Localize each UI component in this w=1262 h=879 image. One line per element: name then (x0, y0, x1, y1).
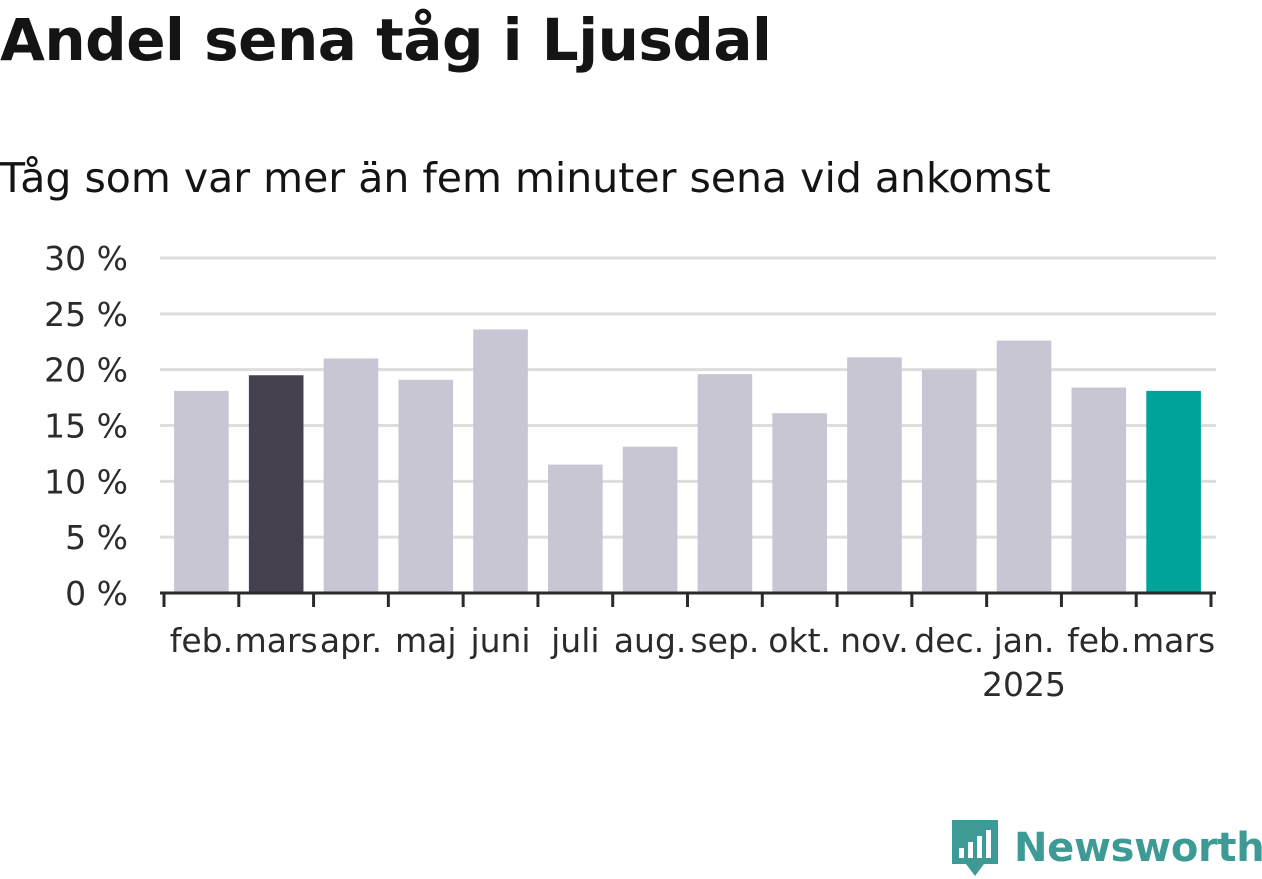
x-tick-label: aug. (614, 621, 687, 660)
bar-mars (1146, 390, 1201, 593)
x-tick-label: okt. (768, 621, 831, 660)
bar-okt (772, 413, 827, 593)
bars (174, 329, 1201, 593)
x-tick-label: juli (550, 621, 599, 660)
x-tick-label: feb. (1067, 621, 1130, 660)
y-tick-label: 10 % (44, 462, 128, 501)
chart-title: Andel sena tåg i Ljusdal (0, 6, 772, 74)
bar-feb (1071, 387, 1127, 593)
y-tick-label: 20 % (44, 351, 128, 390)
newsworthy-logo: Newsworthy (950, 818, 1262, 878)
gridlines (160, 256, 1216, 539)
x-tick-label: jan. (993, 621, 1055, 660)
x-tick-label: dec. (914, 621, 984, 660)
bar-maj (398, 379, 454, 593)
y-tick-label: 15 % (44, 407, 128, 446)
y-tick-label: 25 % (44, 295, 128, 334)
bar-jan (996, 340, 1052, 593)
bar-feb (174, 390, 229, 593)
bar-apr (323, 358, 379, 593)
x-tick-label: nov. (840, 621, 909, 660)
chart-subtitle: Tåg som var mer än fem minuter sena vid … (0, 154, 1051, 202)
y-tick-label: 0 % (65, 574, 128, 613)
bar-nov (847, 357, 902, 593)
x-tick-label: mars (1132, 621, 1215, 660)
y-tick-label: 30 % (44, 239, 128, 278)
year-label: 2025 (982, 665, 1066, 704)
bar-sep (697, 374, 753, 593)
y-tick-label: 5 % (65, 518, 128, 557)
brand-name: Newsworthy (1014, 825, 1262, 871)
x-tick-label: feb. (170, 621, 233, 660)
bar-mars (248, 375, 304, 593)
x-tick-label: juni (469, 621, 530, 660)
bar-juni (473, 329, 528, 593)
bar-juli (548, 464, 603, 593)
x-tick-label: sep. (690, 621, 759, 660)
bar-chart: 0 %5 %10 %15 %20 %25 %30 %feb. mars apr. ma… (44, 239, 1216, 704)
axis-labels: 0 %5 %10 %15 %20 %25 %30 %feb. mars apr. ma… (44, 239, 1215, 704)
x-tick-label: mars (235, 621, 318, 660)
bar-aug (622, 446, 678, 593)
x-tick-label: maj (395, 621, 457, 660)
newsworthy-logo-icon (952, 820, 998, 876)
bar-dec (921, 369, 977, 593)
x-axis (160, 591, 1216, 607)
x-tick-label: apr. (320, 621, 382, 660)
